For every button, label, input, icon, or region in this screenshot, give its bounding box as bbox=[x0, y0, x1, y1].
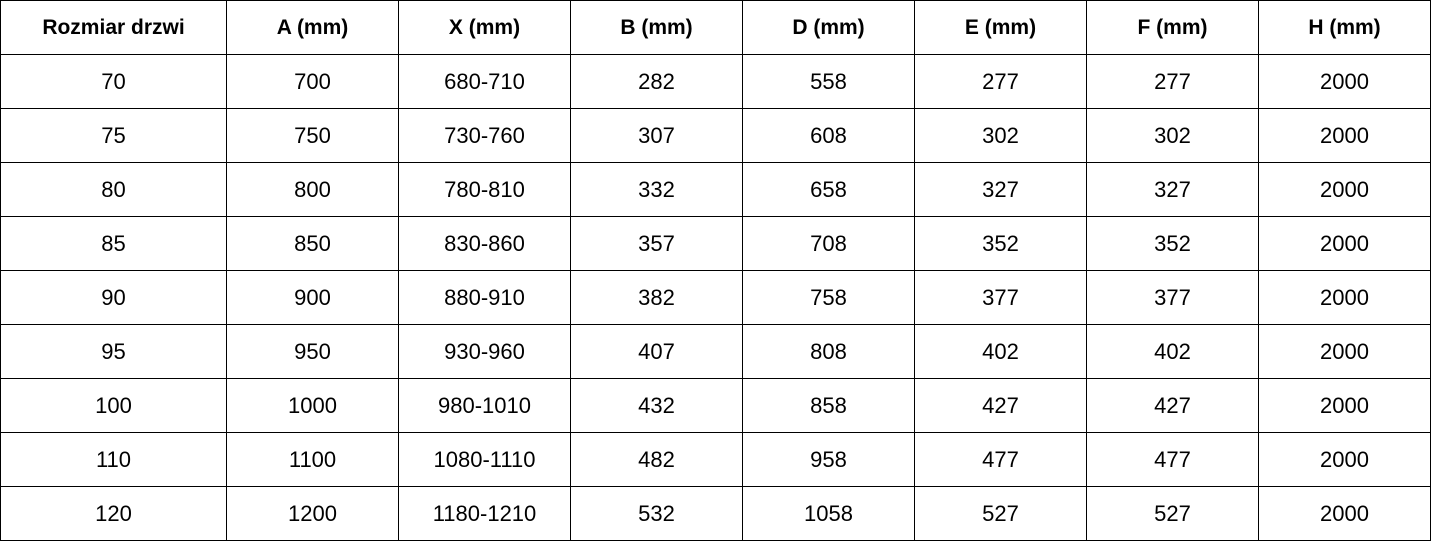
table-cell: 402 bbox=[1086, 324, 1259, 379]
table-cell: 980-1010 bbox=[398, 378, 571, 433]
table-cell: 352 bbox=[1086, 216, 1259, 271]
column-header: X (mm) bbox=[398, 0, 571, 55]
table-cell: 532 bbox=[570, 486, 743, 541]
table-cell: 482 bbox=[570, 432, 743, 487]
table-cell: 2000 bbox=[1258, 54, 1431, 109]
table-cell: 1080-1110 bbox=[398, 432, 571, 487]
table-cell: 527 bbox=[1086, 486, 1259, 541]
header-row: Rozmiar drzwi A (mm) X (mm) B (mm) D (mm) E (… bbox=[0, 0, 1431, 55]
table-cell: 327 bbox=[1086, 162, 1259, 217]
table-cell: 110 bbox=[0, 432, 227, 487]
table-cell: 75 bbox=[0, 108, 227, 163]
column-header: F (mm) bbox=[1086, 0, 1259, 55]
table-cell: 1180-1210 bbox=[398, 486, 571, 541]
table-cell: 382 bbox=[570, 270, 743, 325]
table-row: 90 900 880-910 382 758 377 377 2000 bbox=[0, 270, 1431, 325]
table-cell: 708 bbox=[742, 216, 915, 271]
table-cell: 2000 bbox=[1258, 270, 1431, 325]
table-row: 75 750 730-760 307 608 302 302 2000 bbox=[0, 108, 1431, 163]
table-cell: 402 bbox=[914, 324, 1087, 379]
column-header: A (mm) bbox=[226, 0, 399, 55]
table-cell: 880-910 bbox=[398, 270, 571, 325]
table-cell: 1000 bbox=[226, 378, 399, 433]
table-cell: 1200 bbox=[226, 486, 399, 541]
table-row: 110 1100 1080-1110 482 958 477 477 2000 bbox=[0, 432, 1431, 487]
table-cell: 477 bbox=[914, 432, 1087, 487]
table-cell: 2000 bbox=[1258, 324, 1431, 379]
table-cell: 658 bbox=[742, 162, 915, 217]
column-header: D (mm) bbox=[742, 0, 915, 55]
table-row: 100 1000 980-1010 432 858 427 427 2000 bbox=[0, 378, 1431, 433]
table-cell: 432 bbox=[570, 378, 743, 433]
table-row: 80 800 780-810 332 658 327 327 2000 bbox=[0, 162, 1431, 217]
table-cell: 758 bbox=[742, 270, 915, 325]
table-cell: 1058 bbox=[742, 486, 915, 541]
table-cell: 850 bbox=[226, 216, 399, 271]
table-cell: 80 bbox=[0, 162, 227, 217]
table-cell: 950 bbox=[226, 324, 399, 379]
table-cell: 2000 bbox=[1258, 378, 1431, 433]
table-cell: 302 bbox=[914, 108, 1087, 163]
table-row: 95 950 930-960 407 808 402 402 2000 bbox=[0, 324, 1431, 379]
table-cell: 85 bbox=[0, 216, 227, 271]
table-cell: 332 bbox=[570, 162, 743, 217]
table-cell: 900 bbox=[226, 270, 399, 325]
table-cell: 930-960 bbox=[398, 324, 571, 379]
table-cell: 477 bbox=[1086, 432, 1259, 487]
table-cell: 858 bbox=[742, 378, 915, 433]
table-cell: 730-760 bbox=[398, 108, 571, 163]
column-header: Rozmiar drzwi bbox=[0, 0, 227, 55]
table-cell: 282 bbox=[570, 54, 743, 109]
table-cell: 377 bbox=[914, 270, 1087, 325]
table-cell: 2000 bbox=[1258, 216, 1431, 271]
table-row: 70 700 680-710 282 558 277 277 2000 bbox=[0, 54, 1431, 109]
table-cell: 407 bbox=[570, 324, 743, 379]
column-header: E (mm) bbox=[914, 0, 1087, 55]
table-cell: 352 bbox=[914, 216, 1087, 271]
table-cell: 750 bbox=[226, 108, 399, 163]
table-cell: 427 bbox=[1086, 378, 1259, 433]
table-cell: 377 bbox=[1086, 270, 1259, 325]
table-cell: 808 bbox=[742, 324, 915, 379]
table-cell: 95 bbox=[0, 324, 227, 379]
table-cell: 527 bbox=[914, 486, 1087, 541]
table-cell: 830-860 bbox=[398, 216, 571, 271]
table-cell: 558 bbox=[742, 54, 915, 109]
table-row: 85 850 830-860 357 708 352 352 2000 bbox=[0, 216, 1431, 271]
table-cell: 680-710 bbox=[398, 54, 571, 109]
table-row: 120 1200 1180-1210 532 1058 527 527 2000 bbox=[0, 486, 1431, 541]
table-cell: 608 bbox=[742, 108, 915, 163]
table-cell: 100 bbox=[0, 378, 227, 433]
table-cell: 70 bbox=[0, 54, 227, 109]
table-cell: 277 bbox=[1086, 54, 1259, 109]
table-cell: 307 bbox=[570, 108, 743, 163]
table-cell: 277 bbox=[914, 54, 1087, 109]
table-cell: 958 bbox=[742, 432, 915, 487]
table-cell: 2000 bbox=[1258, 108, 1431, 163]
table-cell: 90 bbox=[0, 270, 227, 325]
table-cell: 302 bbox=[1086, 108, 1259, 163]
column-header: H (mm) bbox=[1258, 0, 1431, 55]
table-cell: 2000 bbox=[1258, 162, 1431, 217]
table-cell: 700 bbox=[226, 54, 399, 109]
column-header: B (mm) bbox=[570, 0, 743, 55]
table-cell: 120 bbox=[0, 486, 227, 541]
table-cell: 327 bbox=[914, 162, 1087, 217]
table-cell: 2000 bbox=[1258, 432, 1431, 487]
table-cell: 357 bbox=[570, 216, 743, 271]
table-cell: 427 bbox=[914, 378, 1087, 433]
table-cell: 800 bbox=[226, 162, 399, 217]
table-cell: 1100 bbox=[226, 432, 399, 487]
table-cell: 780-810 bbox=[398, 162, 571, 217]
table-cell: 2000 bbox=[1258, 486, 1431, 541]
